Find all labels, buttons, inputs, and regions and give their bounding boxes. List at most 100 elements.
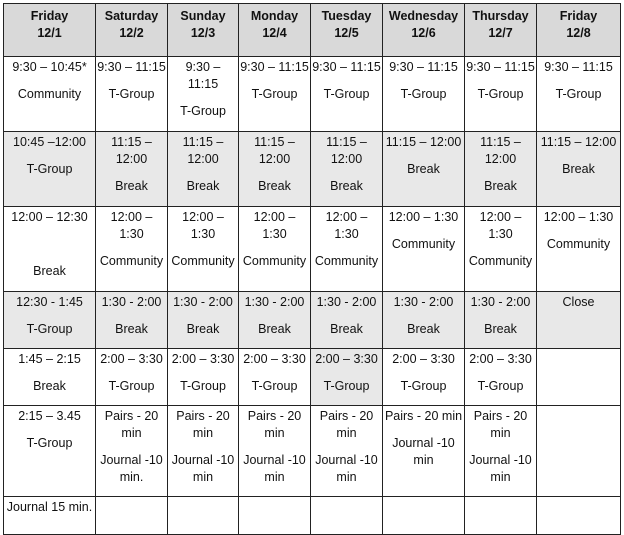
cell-text: Journal -10 min <box>171 453 235 484</box>
cell-text: 12:00 – 1:30 <box>388 210 459 224</box>
table-row: 10:45 –12:00 T-Group 11:15 – 12:00 Break 11:… <box>3 131 621 207</box>
table-cell: 12:00 – 1:30 Community <box>536 206 621 292</box>
cell-text: Community <box>17 87 82 101</box>
cell-text: Community <box>242 254 307 268</box>
cell-text: T-Group <box>251 87 298 101</box>
cell-text: 12:00 – 1:30 <box>325 210 368 241</box>
cell-text: Close <box>562 295 595 309</box>
table-cell: 1:30 - 2:00 Break <box>167 291 239 349</box>
table-cell: Pairs - 20 min Journal -10 min. <box>95 405 168 497</box>
cell-text: Break <box>258 179 291 193</box>
header-text: 12/8 <box>566 26 591 40</box>
header-text: Sunday <box>180 9 226 23</box>
table-row: 12:30 - 1:45 T-Group 1:30 - 2:00 Break 1:30 … <box>3 291 621 349</box>
cell-text: 9:30 – 11:15 <box>466 60 535 74</box>
table-cell: Pairs - 20 min Journal -10 min <box>464 405 537 497</box>
cell-text: 2:15 – 3.45 <box>18 409 81 423</box>
cell-text: 1:30 - 2:00 <box>173 295 233 309</box>
header-cell: Sunday 12/3 <box>167 3 239 57</box>
cell-text: T-Group <box>26 162 73 176</box>
table-cell: 1:30 - 2:00 Break <box>310 291 383 349</box>
table-cell: 1:30 - 2:00 Break <box>382 291 465 349</box>
table-cell: 9:30 – 11:15 T-Group <box>464 56 537 132</box>
cell-text: Community <box>171 254 235 268</box>
table-cell: 1:30 - 2:00 Break <box>238 291 311 349</box>
cell-text: 2:00 – 3:30 <box>469 352 532 366</box>
header-cell: Thursday 12/7 <box>464 3 537 57</box>
cell-text: 2:00 – 3:30 <box>100 352 163 366</box>
header-text: Thursday <box>472 9 529 23</box>
header-text: 12/6 <box>411 26 436 40</box>
table-cell: 2:00 – 3:30 T-Group <box>95 348 168 406</box>
cell-text: 11:15 – 12:00 <box>385 135 462 149</box>
table-cell: 12:30 - 1:45 T-Group <box>3 291 96 349</box>
cell-text: 1:30 - 2:00 <box>393 295 454 309</box>
cell-text: Pairs - 20 min <box>104 409 159 440</box>
cell-text: 2:00 – 3:30 <box>392 352 455 366</box>
table-cell: 12:00 – 12:30 Break <box>3 206 96 292</box>
table-cell <box>382 496 465 535</box>
cell-text: Break <box>330 322 363 336</box>
table-cell: 11:15 – 12:00 Break <box>382 131 465 207</box>
table-cell <box>536 348 621 406</box>
cell-text: 2:00 – 3:30 <box>315 352 378 366</box>
cell-text: 9:30 – 11:15 <box>389 60 458 74</box>
header-cell: Friday 12/8 <box>536 3 621 57</box>
cell-text: Break <box>33 264 66 278</box>
cell-text: Journal -10 min <box>315 453 378 484</box>
table-body: 9:30 – 10:45* Community 9:30 – 11:15 T-Grou… <box>3 56 621 535</box>
table-row: 1:45 – 2:15 Break 2:00 – 3:30 T-Group 2:00 –… <box>3 348 621 406</box>
table-cell: 12:00 – 1:30 Community <box>310 206 383 292</box>
cell-text: Community <box>391 237 456 251</box>
table-cell: 12:00 – 1:30 Community <box>238 206 311 292</box>
cell-text: T-Group <box>400 379 447 393</box>
table-cell <box>310 496 383 535</box>
cell-text: Break <box>484 322 517 336</box>
cell-text: 12:00 – 1:30 <box>182 210 224 241</box>
table-cell: 2:00 – 3:30 T-Group <box>310 348 383 406</box>
header-text: 12/3 <box>190 26 216 40</box>
table-row: Journal 15 min. <box>3 496 621 535</box>
header-text: Friday <box>30 9 69 23</box>
header-text: Saturday <box>104 9 159 23</box>
cell-text: Pairs - 20 min <box>473 409 528 440</box>
cell-text: Journal -10 min. <box>100 453 163 484</box>
table-cell <box>238 496 311 535</box>
cell-text: Pairs - 20 min <box>384 409 463 423</box>
cell-text: 12:00 – 12:30 <box>11 210 88 224</box>
table-cell: 11:15 – 12:00 Break <box>464 131 537 207</box>
cell-text: 11:15 – 12:00 <box>111 135 152 166</box>
table-cell <box>536 496 621 535</box>
cell-text: Community <box>314 254 379 268</box>
cell-text: 2:00 – 3:30 <box>243 352 306 366</box>
header-cell: Tuesday 12/5 <box>310 3 383 57</box>
table-cell: 2:00 – 3:30 T-Group <box>382 348 465 406</box>
table-cell <box>167 496 239 535</box>
cell-text: 11:15 – 12:00 <box>480 135 521 166</box>
header-cell: Saturday 12/2 <box>95 3 168 57</box>
cell-text: T-Group <box>323 379 370 393</box>
cell-text: 11:15 – 12:00 <box>182 135 224 166</box>
table-cell: 2:00 – 3:30 T-Group <box>167 348 239 406</box>
cell-text: T-Group <box>108 379 155 393</box>
header-text: 12/7 <box>488 26 513 40</box>
cell-text: 2:00 – 3:30 <box>171 352 235 366</box>
header-cell: Friday 12/1 <box>3 3 96 57</box>
cell-text: Pairs - 20 min <box>176 409 230 440</box>
cell-text: Break <box>186 322 220 336</box>
table-cell: Pairs - 20 min Journal -10 min <box>382 405 465 497</box>
cell-text: Break <box>258 322 291 336</box>
table-cell: Journal 15 min. <box>3 496 96 535</box>
table-cell: 9:30 – 10:45* Community <box>3 56 96 132</box>
cell-text: T-Group <box>26 322 73 336</box>
header-text: Monday <box>250 9 299 23</box>
table-row: 2:15 – 3.45 T-Group Pairs - 20 min Journal … <box>3 405 621 497</box>
cell-text: Break <box>407 162 440 176</box>
schedule-table: Friday 12/1 Saturday 12/2 Sunday 12/3 Monday 12… <box>3 3 621 535</box>
table-cell: 1:45 – 2:15 Break <box>3 348 96 406</box>
cell-text: T-Group <box>251 379 298 393</box>
cell-text: Break <box>115 322 148 336</box>
cell-text: 10:45 –12:00 <box>13 135 86 149</box>
table-cell: Pairs - 20 min Journal -10 min <box>167 405 239 497</box>
